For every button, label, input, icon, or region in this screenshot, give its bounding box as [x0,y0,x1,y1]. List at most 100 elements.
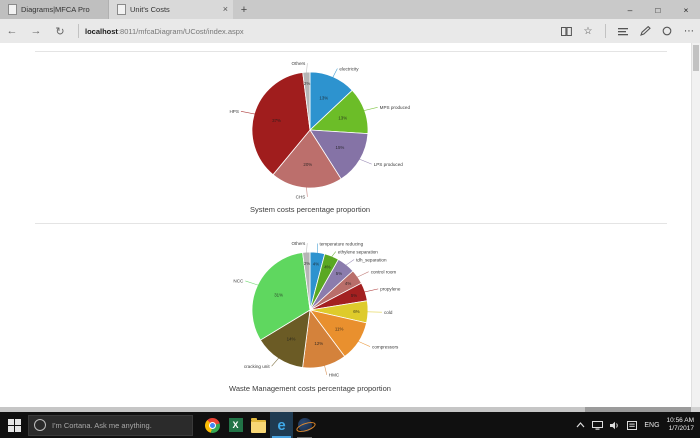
horizontal-scrollbar-thumb[interactable] [0,407,585,412]
slice-percent-label: 15% [336,145,345,150]
scrollbar-corner [691,407,700,412]
minimize-button[interactable]: – [627,4,633,15]
volume-icon[interactable] [610,421,620,430]
slice-label: LPS produced [374,162,404,167]
vertical-scrollbar-thumb[interactable] [693,45,699,71]
excel-icon: X [228,418,243,432]
label-leader-line [240,111,256,115]
page-icon [8,4,17,15]
url-path: :8011/mfcaDiagram/UCost/index.aspx [117,26,244,36]
slice-percent-label: 31% [274,292,283,297]
label-leader-line [356,271,369,278]
cortana-icon [34,419,46,431]
cortana-placeholder: I'm Cortana. Ask me anything. [52,420,152,430]
slice-percent-label: 2% [304,81,310,86]
vertical-scrollbar[interactable] [691,43,700,407]
slice-label: electricity [339,66,359,71]
system-tray: ENG 10:56 AM 1/7/2017 [576,417,700,433]
slice-label: propylene [380,287,401,292]
slice-percent-label: 5% [351,293,357,298]
share-icon[interactable] [656,26,678,36]
slice-label: cold [384,310,393,315]
close-tab-icon[interactable]: × [222,4,228,14]
reading-view-icon[interactable] [555,26,577,36]
taskbar-app-file-explorer[interactable] [247,412,270,438]
slice-percent-label: 4% [313,261,319,266]
slice-label: HMC [329,373,340,378]
slice-label: HPS [229,109,238,114]
slice-percent-label: 4% [324,264,330,269]
slice-percent-label: 6% [353,309,359,314]
browser-toolbar: ← → ↻ localhost:8011/mfcaDiagram/UCost/i… [0,19,700,44]
page-icon [117,4,126,15]
hub-icon[interactable] [612,27,634,36]
slice-label: temperature reducing [319,241,363,246]
taskbar-app-edge[interactable]: e [270,412,293,438]
horizontal-scrollbar[interactable] [0,407,700,412]
more-actions-icon[interactable]: ⋯ [684,25,694,37]
clock[interactable]: 10:56 AM 1/7/2017 [667,417,694,433]
slice-percent-label: 5% [336,271,342,276]
start-button[interactable] [0,412,28,438]
divider [78,24,79,38]
slice-label: NCC [233,279,244,284]
slice-percent-label: 4% [345,281,351,286]
label-leader-line [306,186,308,197]
tray-chevron-up-icon[interactable] [576,422,585,428]
windows-logo-icon [7,418,21,432]
cortana-search-box[interactable]: I'm Cortana. Ask me anything. [28,414,193,436]
tab-diagrams-mfca-pro[interactable]: Diagrams|MFCA Pro [0,0,109,19]
label-leader-line [358,158,372,165]
window-controls: – □ × [616,0,700,19]
taskbar-app-chrome[interactable] [201,412,224,438]
language-indicator[interactable]: ENG [644,421,660,429]
web-note-pen-icon[interactable] [634,26,656,36]
action-center-icon[interactable] [627,420,638,430]
slice-label: Others [292,61,306,66]
slice-label: compressors [372,344,399,349]
windows-taskbar: I'm Cortana. Ask me anything. X e ENG [0,412,700,438]
chart-title-system-costs: System costs percentage proportion [249,205,371,214]
label-leader-line [345,259,355,266]
close-button[interactable]: × [683,4,689,15]
tab-units-costs[interactable]: Unit's Costs × [109,0,233,19]
label-leader-line [306,243,308,254]
planet-app-icon [297,418,312,432]
browser-tab-strip: Diagrams|MFCA Pro Unit's Costs × + – □ × [0,0,700,19]
favorites-star-icon[interactable]: ☆ [583,25,593,37]
slice-label: cracking unit [244,364,271,369]
taskbar-app-excel[interactable]: X [224,412,247,438]
page-content: 13% 13% 15% 20% 37% 2% Others HPS CHS electricity… [0,43,700,407]
refresh-button[interactable]: ↻ [55,25,65,38]
slice-label: CHS [296,195,306,200]
slice-label: tdh_separation [356,257,387,262]
maximize-button[interactable]: □ [655,4,661,15]
clock-date: 1/7/2017 [668,425,694,432]
tab-title: Unit's Costs [130,5,170,14]
new-tab-button[interactable]: + [240,3,248,16]
system-costs-pie-chart: 13% 13% 15% 20% 37% 2% Others HPS CHS electricity… [229,61,411,200]
taskbar-app-planet[interactable] [293,412,316,438]
slice-label: Others [291,241,305,246]
slice-percent-label: 12% [314,341,323,346]
slice-label: ethylene separation [338,249,379,254]
address-bar[interactable]: localhost:8011/mfcaDiagram/UCost/index.a… [85,27,244,36]
section-divider [35,223,667,224]
edge-icon: e [277,416,286,434]
slice-label: MPS produced [380,105,411,110]
slice-percent-label: 2% [304,261,310,266]
slice-percent-label: 14% [287,337,296,342]
section-divider [35,51,667,52]
label-leader-line [271,357,280,367]
network-icon[interactable] [592,420,604,430]
label-leader-line [357,340,371,347]
back-button[interactable]: ← [6,25,18,37]
slice-percent-label: 37% [272,118,281,123]
clock-time: 10:56 AM [666,417,694,424]
waste-management-costs-pie-chart: 4%4%5%4%5%6%11%12%14%31%2%OthersNCCcrack… [233,241,401,378]
chrome-icon [205,417,220,433]
slice-percent-label: 11% [335,326,344,331]
forward-button[interactable]: → [30,25,42,37]
folder-icon [251,417,266,433]
